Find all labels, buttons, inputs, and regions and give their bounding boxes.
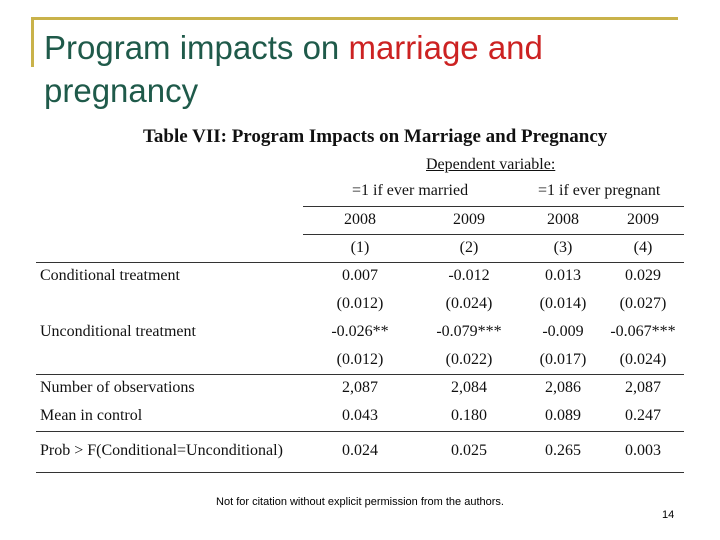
dependent-variable-header: Dependent variable:	[426, 156, 556, 173]
table-cell: 0.013	[545, 267, 581, 284]
row-label-conditional: Conditional treatment	[40, 267, 180, 284]
slide-title-part2: pregnancy	[44, 72, 199, 109]
table-cell: 0.247	[625, 407, 661, 424]
table-cell: 0.089	[545, 407, 581, 424]
table-cell: 0.265	[545, 442, 581, 459]
table-cell: -0.067***	[610, 323, 676, 340]
slide-title: Program impacts on marriage and pregnancy	[44, 26, 644, 112]
table-cell: -0.026**	[331, 323, 389, 340]
table-cell: -0.012	[448, 267, 490, 284]
table-cell: (0.024)	[619, 351, 667, 368]
header-year-4: 2009	[627, 211, 659, 228]
table-cell: 2,087	[342, 379, 378, 396]
header-year-3: 2008	[547, 211, 579, 228]
table-cell: 0.007	[342, 267, 378, 284]
table-cell: (0.012)	[336, 351, 384, 368]
rule-above-observations	[36, 374, 684, 375]
row-label-observations: Number of observations	[40, 379, 195, 396]
title-frame-left-line	[31, 17, 34, 67]
table-cell: (0.022)	[445, 351, 493, 368]
group-header-married: =1 if ever married	[352, 182, 469, 199]
table-cell: (0.014)	[539, 295, 587, 312]
table-cell: (0.017)	[539, 351, 587, 368]
slide-title-part1: Program impacts on	[44, 29, 349, 66]
table-cell: 0.024	[342, 442, 378, 459]
table-cell: 2,084	[451, 379, 487, 396]
table-cell: 0.043	[342, 407, 378, 424]
rule-table-bottom	[36, 472, 684, 473]
table-cell: 0.029	[625, 267, 661, 284]
rule-under-colnums	[36, 262, 684, 263]
header-colnum-1: (1)	[350, 239, 370, 256]
table-cell: 0.180	[451, 407, 487, 424]
table-cell: (0.027)	[619, 295, 667, 312]
header-colnum-2: (2)	[459, 239, 479, 256]
row-label-mean-control: Mean in control	[40, 407, 143, 424]
table-cell: (0.024)	[445, 295, 493, 312]
header-colnum-4: (4)	[633, 239, 653, 256]
table-cell: -0.079***	[436, 323, 502, 340]
table-title: Table VII: Program Impacts on Marriage a…	[143, 126, 608, 147]
header-year-2: 2009	[453, 211, 485, 228]
table-cell: 0.003	[625, 442, 661, 459]
rule-under-groups	[303, 206, 684, 207]
footer-citation-note: Not for citation without explicit permis…	[216, 496, 504, 508]
table-cell: 2,087	[625, 379, 661, 396]
rule-above-prob	[36, 431, 684, 432]
row-label-prob-f: Prob > F(Conditional=Unconditional)	[40, 442, 283, 459]
table-cell: -0.009	[542, 323, 584, 340]
header-year-1: 2008	[344, 211, 376, 228]
rule-under-years	[303, 234, 684, 235]
table-cell: 0.025	[451, 442, 487, 459]
table-cell: (0.012)	[336, 295, 384, 312]
group-header-pregnant: =1 if ever pregnant	[538, 182, 661, 199]
slide-title-highlight: marriage and	[348, 29, 543, 66]
header-colnum-3: (3)	[553, 239, 573, 256]
title-frame-top-line	[32, 17, 678, 20]
row-label-unconditional: Unconditional treatment	[40, 323, 196, 340]
page-number: 14	[662, 509, 675, 521]
table-cell: 2,086	[545, 379, 581, 396]
